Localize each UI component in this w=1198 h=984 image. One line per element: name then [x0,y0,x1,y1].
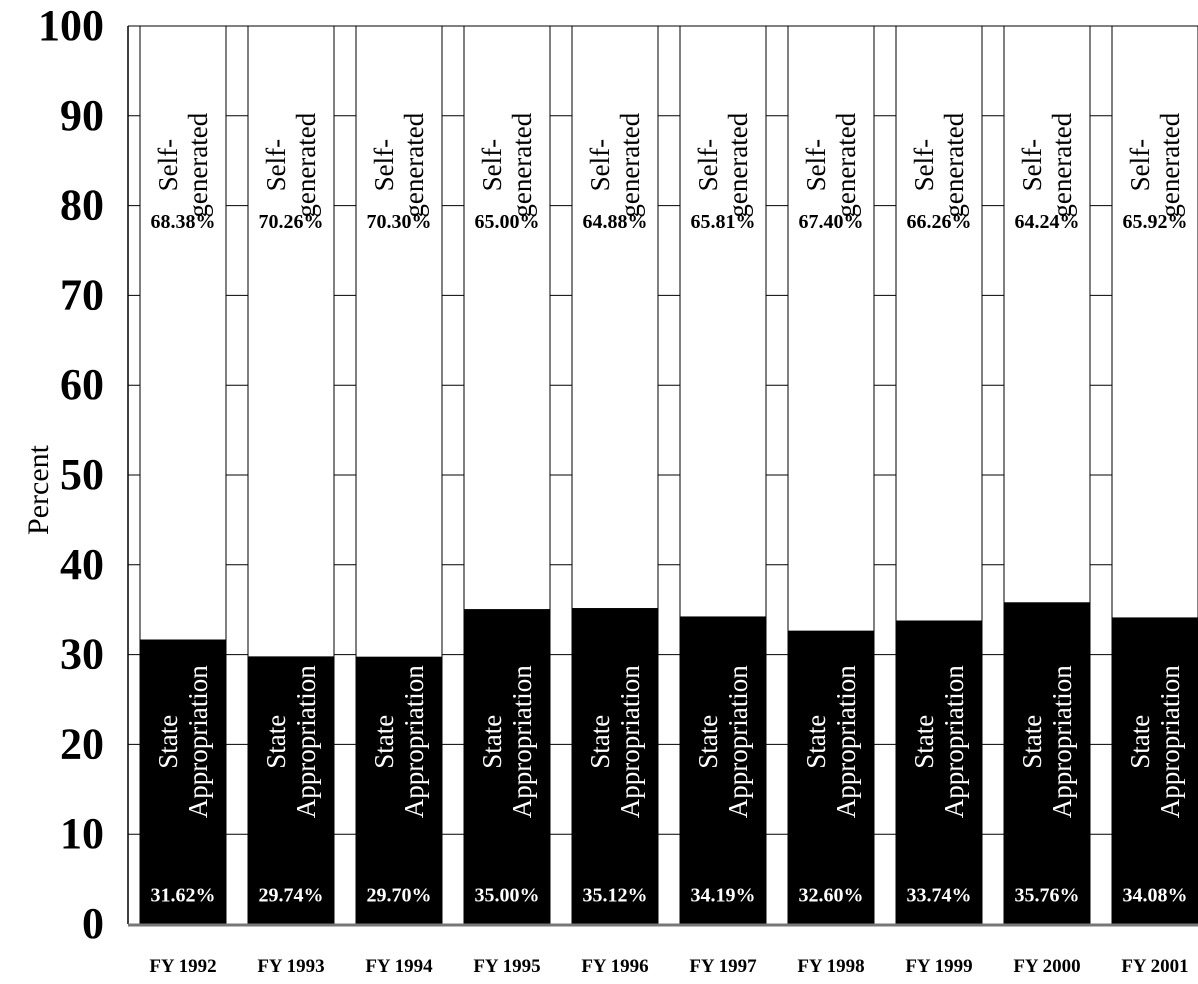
segment-label-state-appropriation: StateAppropriation [1017,665,1077,818]
y-tick-label: 70 [60,270,104,319]
segment-label-self-generated: Self-generated [369,112,429,217]
data-label-self-generated: 65.92% [1123,211,1188,233]
x-tick-label: FY 1995 [473,956,540,977]
segment-label-self-generated: Self-generated [261,112,321,217]
segment-label-self-generated: Self-generated [801,112,861,217]
bar-state-appropriation [139,639,227,925]
bar-self-generated [139,25,227,641]
data-label-self-generated: 68.38% [151,211,216,233]
bar-state-appropriation [463,609,551,925]
bar-state-appropriation [787,630,875,925]
data-label-state-appropriation: 29.70% [367,885,432,907]
segment-label-state-appropriation: StateAppropriation [1125,665,1185,818]
bar-self-generated [679,25,767,618]
y-tick-label: 20 [60,719,104,768]
data-label-state-appropriation: 31.62% [151,885,216,907]
segment-label-state-appropriation: StateAppropriation [153,665,213,818]
y-tick-label: 0 [82,899,104,948]
bar-self-generated [1003,25,1091,604]
data-label-state-appropriation: 35.76% [1015,885,1080,907]
segment-label-state-appropriation: StateAppropriation [477,665,537,818]
data-label-self-generated: 64.88% [583,211,648,233]
segment-label-state-appropriation: StateAppropriation [909,665,969,818]
y-tick-label: 60 [60,360,104,409]
data-label-state-appropriation: 32.60% [799,885,864,907]
bar-self-generated [1111,25,1198,619]
bar-self-generated [787,25,875,632]
x-tick-label: FY 1998 [797,956,864,977]
bar-state-appropriation [571,608,659,925]
bar-state-appropriation [1003,602,1091,925]
y-axis-label: Percent [22,444,55,535]
data-label-self-generated: 67.40% [799,211,864,233]
segment-label-state-appropriation: StateAppropriation [369,665,429,818]
y-tick-label: 40 [60,540,104,589]
data-label-self-generated: 65.00% [475,211,540,233]
data-label-self-generated: 65.81% [691,211,756,233]
x-tick-label: FY 1993 [257,956,324,977]
segment-label-self-generated: Self-generated [1125,112,1185,217]
x-tick-label: FY 1996 [581,956,648,977]
data-label-state-appropriation: 34.19% [691,885,756,907]
segment-label-self-generated: Self-generated [909,112,969,217]
data-label-self-generated: 66.26% [907,211,972,233]
y-tick-label: 90 [60,91,104,140]
segment-label-state-appropriation: StateAppropriation [261,665,321,818]
segment-label-state-appropriation: StateAppropriation [585,665,645,818]
bar-state-appropriation [355,656,443,925]
bar-state-appropriation [247,656,335,925]
bar-self-generated [463,25,551,611]
data-label-state-appropriation: 35.00% [475,885,540,907]
bar-state-appropriation [679,616,767,925]
data-label-self-generated: 70.26% [259,211,324,233]
segment-label-self-generated: Self-generated [585,112,645,217]
segment-label-state-appropriation: StateAppropriation [693,665,753,818]
data-label-state-appropriation: 35.12% [583,885,648,907]
bars: Self-generated68.38%StateAppropriation31… [139,25,1198,925]
data-label-state-appropriation: 33.74% [907,885,972,907]
segment-label-self-generated: Self-generated [153,112,213,217]
segment-label-self-generated: Self-generated [477,112,537,217]
y-tick-label: 30 [60,630,104,679]
bar-state-appropriation [1111,617,1198,925]
x-tick-label: FY 1992 [149,956,216,977]
x-tick-label: FY 1999 [905,956,972,977]
y-tick-label: 80 [60,181,104,230]
data-label-state-appropriation: 34.08% [1123,885,1188,907]
segment-label-state-appropriation: StateAppropriation [801,665,861,818]
segment-label-self-generated: Self-generated [693,112,753,217]
x-tick-label: FY 2000 [1013,956,1080,977]
x-tick-label: FY 2001 [1121,956,1188,977]
segment-label-self-generated: Self-generated [1017,112,1077,217]
bar-self-generated [571,25,659,610]
x-tick-label: FY 1997 [689,956,757,977]
data-label-state-appropriation: 29.74% [259,885,324,907]
data-label-self-generated: 70.30% [367,211,432,233]
x-tick-label: FY 1994 [365,956,433,977]
axes: 0 10 20 30 40 50 60 70 80 90 100 FY 1992 FY 1993 FY 1… [38,1,1198,977]
y-tick-label: 50 [60,450,104,499]
y-tick-label: 10 [60,809,104,858]
bar-self-generated [355,25,443,658]
data-label-self-generated: 64.24% [1015,211,1080,233]
bar-self-generated [247,25,335,658]
y-tick-label: 100 [38,1,104,50]
bar-self-generated [895,25,983,622]
